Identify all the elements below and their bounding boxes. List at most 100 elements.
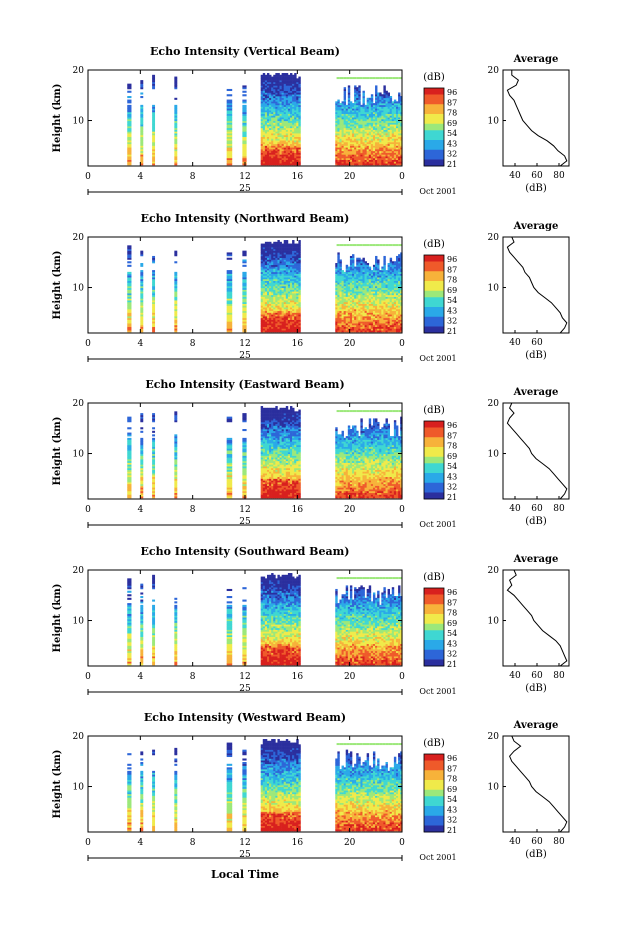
heatmap-cell (227, 298, 233, 300)
heatmap-cell (294, 94, 296, 96)
heatmap-cell (294, 112, 296, 114)
heatmap-cell (371, 279, 373, 281)
heatmap-cell (335, 297, 337, 299)
heatmap-cell (152, 313, 155, 315)
heatmap-cell (273, 254, 275, 256)
heatmap-cell (273, 77, 275, 79)
heatmap-cell (344, 151, 346, 153)
heatmap-cell (265, 268, 267, 270)
heatmap-cell (227, 142, 233, 144)
heatmap-cell (277, 320, 279, 322)
heatmap-cell (362, 146, 364, 148)
heatmap-cell (381, 96, 383, 98)
heatmap-cell (381, 142, 383, 144)
heatmap-cell (344, 140, 346, 142)
heatmap-cell (227, 126, 233, 128)
heatmap-cell (127, 277, 131, 279)
heatmap-cell (386, 146, 388, 148)
heatmap-cell (381, 279, 383, 281)
heatmap-cell (227, 270, 233, 272)
heatmap-cell (360, 279, 362, 281)
heatmap-cell (275, 123, 277, 125)
heatmap-cell (377, 321, 379, 323)
heatmap-cell (335, 275, 337, 277)
heatmap-cell (381, 135, 383, 137)
heatmap-cell (292, 300, 294, 302)
heatmap-cell (398, 151, 400, 153)
heatmap-cell (296, 108, 298, 110)
heatmap-cell (271, 146, 273, 148)
heatmap-cell (269, 274, 271, 276)
heatmap-cell (356, 314, 358, 316)
heatmap-cell (127, 251, 131, 253)
heatmap-cell (269, 300, 271, 302)
heatmap-cell (227, 321, 233, 323)
heatmap-cell (265, 160, 267, 162)
heatmap-cell (263, 78, 265, 80)
heatmap-cell (286, 144, 288, 146)
heatmap-cell (396, 282, 398, 284)
heatmap-cell (371, 137, 373, 139)
heatmap-cell (271, 293, 273, 295)
heatmap-cell (284, 251, 286, 253)
heatmap-cell (127, 290, 131, 292)
heatmap-cell (290, 77, 292, 79)
heatmap-cell (280, 149, 282, 151)
heatmap-cell (140, 304, 143, 306)
heatmap-cell (398, 293, 400, 295)
heatmap-cell (344, 275, 346, 277)
heatmap-cell (277, 124, 279, 126)
heatmap-cell (350, 146, 352, 148)
heatmap-cell (375, 313, 377, 315)
heatmap-cell (261, 290, 263, 292)
heatmap-cell (277, 251, 279, 253)
heatmap-cell (381, 101, 383, 103)
heatmap-cell (381, 318, 383, 320)
heatmap-cell (282, 249, 284, 251)
heatmap-cell (265, 263, 267, 265)
heatmap-cell (335, 121, 337, 123)
heatmap-cell (286, 158, 288, 160)
heatmap-cell (335, 149, 337, 151)
heatmap-cell (390, 117, 392, 119)
heatmap-cell (358, 305, 360, 307)
heatmap-cell (396, 284, 398, 286)
heatmap-cell (290, 123, 292, 125)
heatmap-cell (292, 92, 294, 94)
heatmap-cell (296, 133, 298, 135)
heatmap-cell (388, 138, 390, 140)
heatmap-cell (267, 158, 269, 160)
heatmap-cell (388, 284, 390, 286)
heatmap-cell (286, 78, 288, 80)
heatmap-cell (275, 137, 277, 139)
colorbar-segment (424, 147, 444, 151)
heatmap-cell (342, 112, 344, 114)
heatmap-cell (335, 126, 337, 128)
heatmap-cell (271, 101, 273, 103)
heatmap-cell (280, 314, 282, 316)
heatmap-cell (394, 321, 396, 323)
heatmap-cell (296, 156, 298, 158)
heatmap-cell (354, 117, 356, 119)
heatmap-cell (369, 297, 371, 299)
heatmap-cell (350, 281, 352, 283)
heatmap-cell (267, 91, 269, 93)
heatmap-cell (365, 126, 367, 128)
heatmap-cell (352, 275, 354, 277)
heatmap-cell (348, 321, 350, 323)
heatmap-cell (346, 126, 348, 128)
heatmap-cell (377, 314, 379, 316)
heatmap-cell (375, 325, 377, 327)
heatmap-cell (383, 291, 385, 293)
heatmap-cell (242, 318, 246, 320)
heatmap-cell (261, 103, 263, 105)
heatmap-cell (263, 130, 265, 132)
heatmap-cell (348, 138, 350, 140)
heatmap-cell (375, 330, 377, 332)
heatmap-cell (360, 284, 362, 286)
heatmap-cell (358, 286, 360, 288)
heatmap-cell (390, 138, 392, 140)
heatmap-cell (344, 158, 346, 160)
heatmap-cell (280, 328, 282, 330)
heatmap-cell (261, 293, 263, 295)
